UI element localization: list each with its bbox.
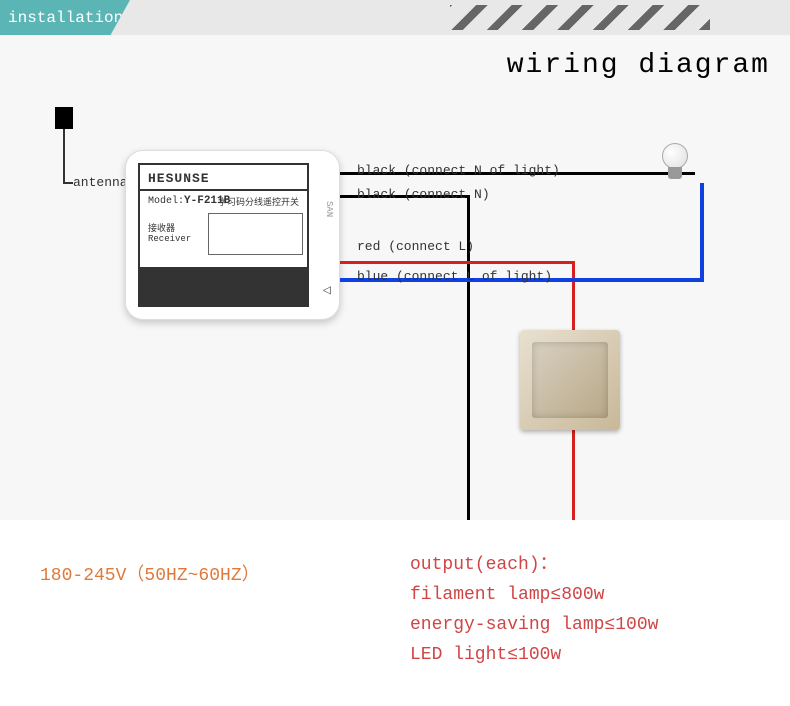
output-line-3: LED light≤100w [410,640,658,670]
wiring-diagram-area: wiring diagram antenna HESUNSE Model:Y-F… [0,35,790,520]
device-label-sticker: HESUNSE Model:Y-F211B 学习码分线遥控开关 接收器 Rece… [138,163,309,307]
antenna-wire-vertical [63,129,65,184]
device-side-text: SAN [324,201,334,217]
output-line-1: filament lamp≤800w [410,580,658,610]
device-footer-block [140,267,307,305]
wire-segment [700,183,704,282]
device-receiver-cn: 接收器 [148,221,191,234]
wall-switch-button [532,342,608,418]
device-divider [140,189,307,191]
header-tab: installation [0,0,130,35]
device-arrow-icon: ◁ [323,282,331,299]
device-cn-text: 学习码分线遥控开关 [218,195,299,208]
header-hatch-pattern [450,5,710,30]
receiver-device: HESUNSE Model:Y-F211B 学习码分线遥控开关 接收器 Rece… [125,150,340,320]
wire-label: red (connect L) [357,239,474,254]
wall-switch [520,330,620,430]
device-brand: HESUNSE [148,171,210,186]
antenna-block-icon [55,107,73,129]
wire-label: black (connect N) [357,187,490,202]
diagram-title: wiring diagram [507,50,770,81]
voltage-spec: 180-245V（50HZ~60HZ） [40,560,260,586]
device-mini-diagram [208,213,303,255]
device-receiver-en: Receiver [148,234,191,244]
light-bulb-icon [660,143,690,183]
output-header: output(each)： [410,550,658,580]
footer-specs: 180-245V（50HZ~60HZ） output(each)： filame… [0,520,790,560]
wire-label: blue (connect L of light) [357,269,552,284]
output-specs: output(each)： filament lamp≤800w energy-… [410,550,658,670]
header-bar: installation [0,0,790,35]
antenna-label: antenna [73,175,128,190]
wire-label: black (connect N of light) [357,163,560,178]
bulb-base [668,167,682,179]
device-model-prefix: Model: [148,196,184,207]
wire-segment [340,261,575,264]
output-line-2: energy-saving lamp≤100w [410,610,658,640]
device-receiver-label: 接收器 Receiver [148,221,191,244]
bulb-glass [662,143,688,169]
